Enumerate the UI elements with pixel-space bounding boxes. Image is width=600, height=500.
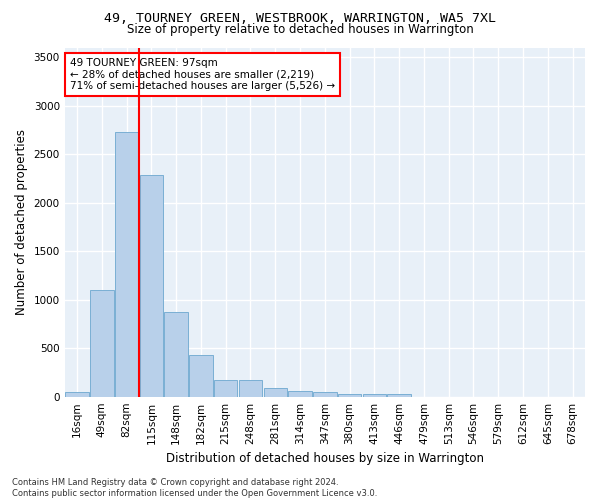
Bar: [288, 391, 312, 396]
Bar: [189, 355, 213, 397]
Bar: [90, 290, 113, 397]
Bar: [65, 392, 89, 396]
Y-axis label: Number of detached properties: Number of detached properties: [15, 129, 28, 315]
Text: 49 TOURNEY GREEN: 97sqm
← 28% of detached houses are smaller (2,219)
71% of semi: 49 TOURNEY GREEN: 97sqm ← 28% of detache…: [70, 58, 335, 91]
Bar: [164, 312, 188, 396]
Text: Contains HM Land Registry data © Crown copyright and database right 2024.
Contai: Contains HM Land Registry data © Crown c…: [12, 478, 377, 498]
Bar: [362, 394, 386, 396]
Bar: [140, 174, 163, 396]
Text: Size of property relative to detached houses in Warrington: Size of property relative to detached ho…: [127, 22, 473, 36]
X-axis label: Distribution of detached houses by size in Warrington: Distribution of detached houses by size …: [166, 452, 484, 465]
Bar: [388, 394, 411, 396]
Bar: [115, 132, 139, 396]
Bar: [214, 380, 238, 396]
Bar: [263, 388, 287, 396]
Bar: [239, 380, 262, 396]
Text: 49, TOURNEY GREEN, WESTBROOK, WARRINGTON, WA5 7XL: 49, TOURNEY GREEN, WESTBROOK, WARRINGTON…: [104, 12, 496, 26]
Bar: [338, 394, 361, 396]
Bar: [313, 392, 337, 396]
